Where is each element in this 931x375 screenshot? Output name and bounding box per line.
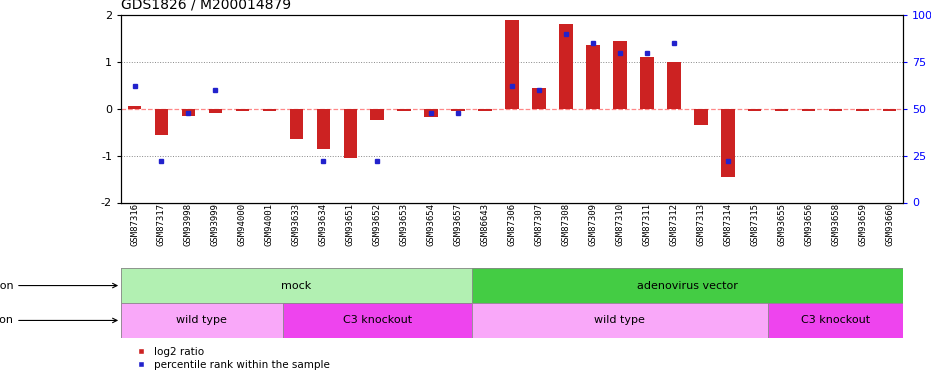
Text: GSM93653: GSM93653 — [399, 202, 409, 246]
Text: GSM87312: GSM87312 — [669, 202, 679, 246]
Text: GSM94000: GSM94000 — [238, 202, 247, 246]
Bar — [398, 109, 411, 111]
Bar — [506, 20, 519, 109]
Bar — [533, 88, 546, 109]
Bar — [344, 109, 357, 158]
Bar — [121, 303, 283, 338]
Text: GSM93999: GSM93999 — [211, 202, 220, 246]
Text: GSM87309: GSM87309 — [588, 202, 598, 246]
Text: GSM87316: GSM87316 — [130, 202, 139, 246]
Text: GDS1826 / M200014879: GDS1826 / M200014879 — [121, 0, 291, 11]
Text: GSM93654: GSM93654 — [426, 202, 436, 246]
Text: wild type: wild type — [177, 315, 227, 326]
Bar — [236, 109, 250, 111]
Bar — [668, 62, 681, 109]
Text: GSM93652: GSM93652 — [372, 202, 382, 246]
Text: GSM93658: GSM93658 — [831, 202, 840, 246]
Bar — [614, 41, 627, 109]
Bar — [290, 109, 304, 139]
Text: GSM87311: GSM87311 — [642, 202, 652, 246]
Bar — [641, 57, 654, 109]
Bar — [472, 268, 903, 303]
Legend: log2 ratio, percentile rank within the sample: log2 ratio, percentile rank within the s… — [136, 346, 331, 370]
Text: GSM86643: GSM86643 — [480, 202, 490, 246]
Text: GSM93998: GSM93998 — [184, 202, 193, 246]
Bar — [479, 109, 492, 111]
Bar — [721, 109, 735, 177]
Text: GSM87308: GSM87308 — [561, 202, 571, 246]
Text: GSM93656: GSM93656 — [804, 202, 813, 246]
Bar — [560, 24, 573, 109]
Bar — [768, 303, 903, 338]
Bar — [425, 109, 438, 117]
Text: GSM87307: GSM87307 — [534, 202, 544, 246]
Bar — [371, 109, 384, 120]
Bar — [695, 109, 708, 125]
Text: GSM87315: GSM87315 — [750, 202, 760, 246]
Bar — [155, 109, 169, 135]
Text: GSM87313: GSM87313 — [696, 202, 706, 246]
Bar — [452, 109, 465, 111]
Bar — [829, 109, 843, 111]
Text: GSM87317: GSM87317 — [157, 202, 166, 246]
Text: adenovirus vector: adenovirus vector — [637, 280, 737, 291]
Text: wild type: wild type — [595, 315, 645, 326]
Bar — [283, 303, 472, 338]
Bar — [802, 109, 816, 111]
Text: infection: infection — [0, 280, 117, 291]
Text: GSM87306: GSM87306 — [507, 202, 517, 246]
Bar — [263, 109, 277, 111]
Bar — [182, 109, 196, 116]
Text: C3 knockout: C3 knockout — [343, 315, 412, 326]
Bar — [121, 268, 472, 303]
Bar — [775, 109, 789, 111]
Text: GSM87310: GSM87310 — [615, 202, 625, 246]
Text: GSM93633: GSM93633 — [291, 202, 301, 246]
Bar — [317, 109, 330, 148]
Text: GSM93651: GSM93651 — [345, 202, 355, 246]
Text: genotype/variation: genotype/variation — [0, 315, 117, 326]
Bar — [856, 109, 870, 111]
Bar — [883, 109, 897, 111]
Bar — [472, 303, 768, 338]
Bar — [128, 106, 142, 109]
Bar — [209, 109, 223, 112]
Text: GSM87314: GSM87314 — [723, 202, 733, 246]
Bar — [587, 45, 600, 109]
Text: GSM93660: GSM93660 — [885, 202, 894, 246]
Text: GSM93634: GSM93634 — [318, 202, 328, 246]
Text: mock: mock — [281, 280, 312, 291]
Text: C3 knockout: C3 knockout — [801, 315, 870, 326]
Text: GSM93659: GSM93659 — [858, 202, 867, 246]
Text: GSM93657: GSM93657 — [453, 202, 463, 246]
Bar — [748, 109, 762, 111]
Text: GSM93655: GSM93655 — [777, 202, 786, 246]
Text: GSM94001: GSM94001 — [264, 202, 274, 246]
